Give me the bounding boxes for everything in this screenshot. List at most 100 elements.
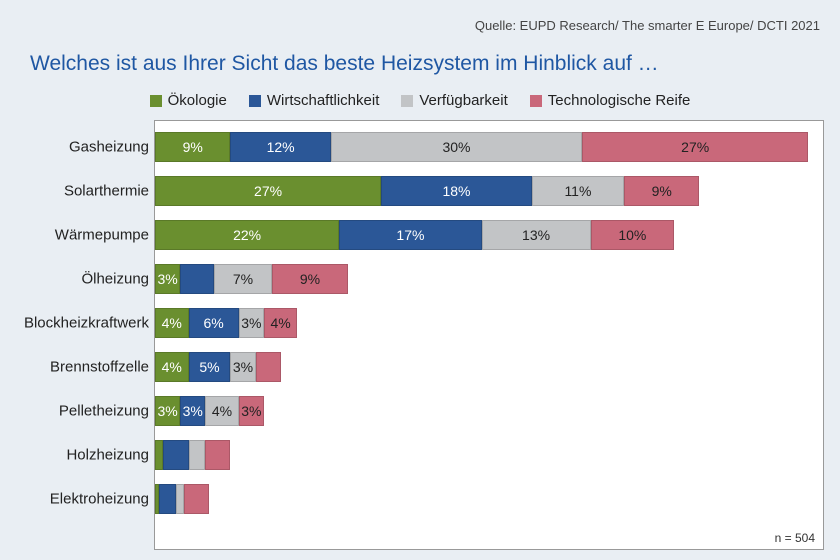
bar-value-label: 7% <box>233 271 253 287</box>
bar-segment-tech_reife: 27% <box>582 132 808 162</box>
bar-group: 4% 6% 3% 4% <box>155 308 297 338</box>
bar-segment-verfuegbarkeit: 11% <box>532 176 624 206</box>
chart-row: Pelletheizung3%3%4%3% <box>155 389 823 433</box>
bar-group: 4% 5% 3% <box>155 352 281 382</box>
bar-segment-tech_reife <box>256 352 281 382</box>
legend-item-tech_reife: Technologische Reife <box>530 92 691 109</box>
legend-label: Technologische Reife <box>548 92 691 109</box>
category-label: Blockheizkraftwerk <box>24 315 149 332</box>
bar-segment-oekologie <box>155 440 163 470</box>
bar-segment-oekologie: 4% <box>155 352 189 382</box>
bar-segment-verfuegbarkeit: 7% <box>214 264 273 294</box>
bar-value-label: 3% <box>233 359 253 375</box>
bar-segment-verfuegbarkeit <box>176 484 184 514</box>
category-label: Holzheizung <box>66 447 149 464</box>
bar-group: 22% 17% 13% 10% <box>155 220 674 250</box>
plot-area: n = 504 Gasheizung9%12%30%27%Solarthermi… <box>154 120 824 550</box>
bar-value-label: 9% <box>652 183 672 199</box>
bar-value-label: 11% <box>564 183 591 199</box>
bar-segment-verfuegbarkeit: 3% <box>230 352 255 382</box>
bar-value-label: 5% <box>199 359 219 375</box>
bar-value-label: 3% <box>157 403 177 419</box>
source-text: Quelle: EUPD Research/ The smarter E Eur… <box>475 18 820 33</box>
category-label: Ölheizung <box>81 271 149 288</box>
legend-label: Ökologie <box>168 92 227 109</box>
bar-value-label: 18% <box>442 183 470 199</box>
bar-value-label: 3% <box>183 403 203 419</box>
legend-swatch <box>530 95 542 107</box>
legend-label: Verfügbarkeit <box>419 92 507 109</box>
bar-segment-tech_reife: 3% <box>239 396 264 426</box>
bar-segment-wirtschaftlichkeit: 17% <box>339 220 481 250</box>
bar-group <box>155 484 209 514</box>
bar-segment-verfuegbarkeit <box>189 440 206 470</box>
bar-segment-oekologie: 3% <box>155 396 180 426</box>
bar-group: 3% 7% 9% <box>155 264 348 294</box>
bar-value-label: 4% <box>162 359 182 375</box>
bar-value-label: 4% <box>212 403 232 419</box>
legend-item-wirtschaftlichkeit: Wirtschaftlichkeit <box>249 92 380 109</box>
chart-area: n = 504 Gasheizung9%12%30%27%Solarthermi… <box>0 120 830 550</box>
bar-segment-tech_reife <box>184 484 209 514</box>
bar-segment-tech_reife: 9% <box>272 264 347 294</box>
bar-segment-wirtschaftlichkeit: 5% <box>189 352 231 382</box>
bar-value-label: 9% <box>183 139 203 155</box>
bar-value-label: 3% <box>241 315 261 331</box>
chart-title: Welches ist aus Ihrer Sicht das beste He… <box>30 52 659 76</box>
category-label: Gasheizung <box>69 139 149 156</box>
bar-group: 27% 18% 11% 9% <box>155 176 699 206</box>
bar-group: 3% 3% 4% 3% <box>155 396 264 426</box>
bar-value-label: 13% <box>522 227 550 243</box>
bar-segment-wirtschaftlichkeit <box>159 484 176 514</box>
chart-row: Solarthermie27%18%11%9% <box>155 169 823 213</box>
bar-value-label: 6% <box>204 315 224 331</box>
bar-segment-oekologie: 3% <box>155 264 180 294</box>
bar-segment-tech_reife: 10% <box>591 220 675 250</box>
chart-row: Elektroheizung <box>155 477 823 521</box>
bar-segment-tech_reife: 4% <box>264 308 298 338</box>
bar-segment-oekologie: 22% <box>155 220 339 250</box>
legend-label: Wirtschaftlichkeit <box>267 92 380 109</box>
legend-item-oekologie: Ökologie <box>150 92 227 109</box>
bar-group <box>155 440 230 470</box>
bar-segment-oekologie: 9% <box>155 132 230 162</box>
bar-segment-verfuegbarkeit: 4% <box>205 396 239 426</box>
legend-swatch <box>150 95 162 107</box>
bar-segment-tech_reife <box>205 440 230 470</box>
legend-swatch <box>401 95 413 107</box>
category-label: Elektroheizung <box>50 491 149 508</box>
bar-value-label: 17% <box>396 227 424 243</box>
bar-segment-wirtschaftlichkeit: 6% <box>189 308 239 338</box>
category-label: Wärmepumpe <box>55 227 149 244</box>
sample-size: n = 504 <box>775 531 815 545</box>
bar-group: 9%12%30%27% <box>155 132 808 162</box>
bar-segment-oekologie: 27% <box>155 176 381 206</box>
bar-value-label: 22% <box>233 227 261 243</box>
chart-row: Brennstoffzelle4%5%3% <box>155 345 823 389</box>
bar-value-label: 27% <box>254 183 282 199</box>
chart-row: Ölheizung3%7%9% <box>155 257 823 301</box>
category-label: Solarthermie <box>64 183 149 200</box>
category-label: Pelletheizung <box>59 403 149 420</box>
bar-value-label: 12% <box>267 139 295 155</box>
bar-segment-tech_reife: 9% <box>624 176 699 206</box>
bar-value-label: 9% <box>300 271 320 287</box>
chart-row: Blockheizkraftwerk4%6%3%4% <box>155 301 823 345</box>
legend-swatch <box>249 95 261 107</box>
bar-value-label: 4% <box>162 315 182 331</box>
bar-segment-verfuegbarkeit: 13% <box>482 220 591 250</box>
bar-segment-wirtschaftlichkeit: 12% <box>230 132 331 162</box>
bar-segment-oekologie: 4% <box>155 308 189 338</box>
bar-value-label: 4% <box>271 315 291 331</box>
legend: Ökologie Wirtschaftlichkeit Verfügbarkeit T… <box>0 92 840 109</box>
category-label: Brennstoffzelle <box>50 359 149 376</box>
chart-row: Wärmepumpe22%17%13%10% <box>155 213 823 257</box>
bar-segment-wirtschaftlichkeit: 18% <box>381 176 532 206</box>
bar-value-label: 3% <box>241 403 261 419</box>
bar-value-label: 10% <box>618 227 646 243</box>
bar-segment-wirtschaftlichkeit <box>180 264 214 294</box>
bar-segment-verfuegbarkeit: 3% <box>239 308 264 338</box>
legend-item-verfuegbarkeit: Verfügbarkeit <box>401 92 507 109</box>
bar-value-label: 3% <box>157 271 177 287</box>
bar-segment-wirtschaftlichkeit: 3% <box>180 396 205 426</box>
